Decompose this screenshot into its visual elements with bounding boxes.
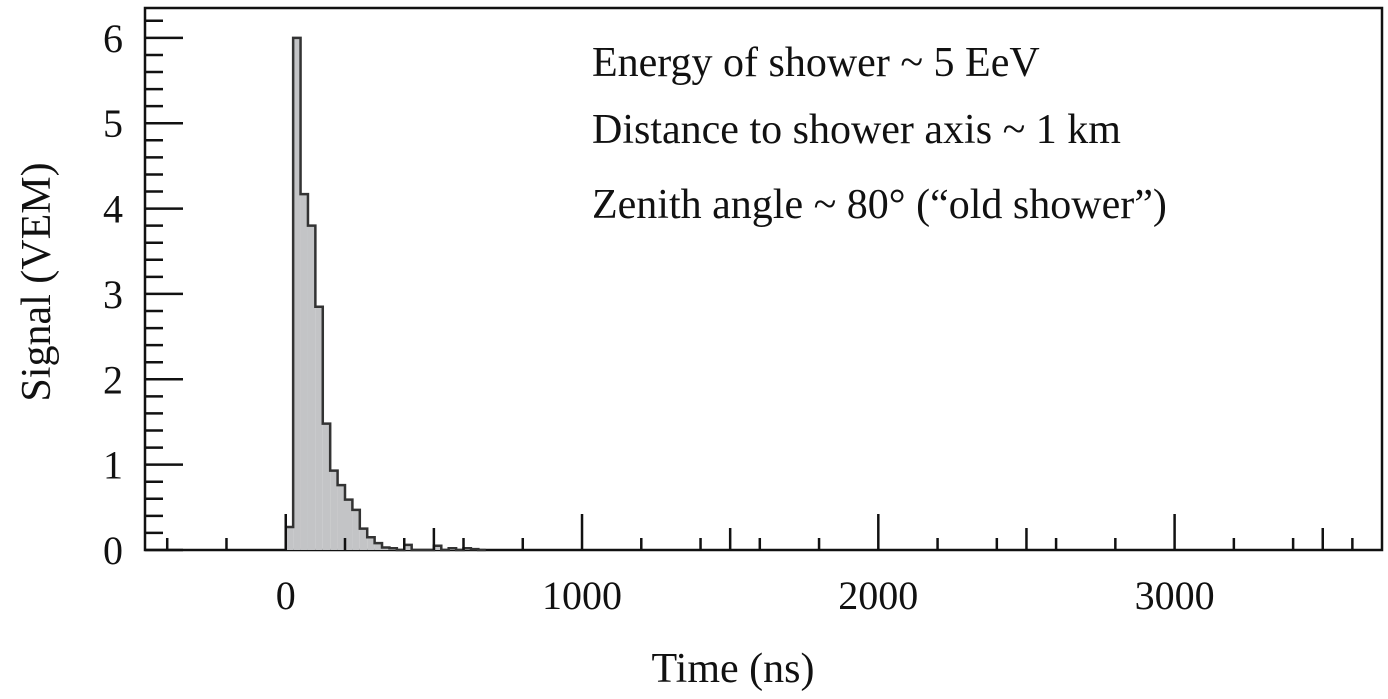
histogram-bar	[382, 547, 390, 550]
histogram-bar	[285, 526, 294, 550]
histogram-bars	[285, 37, 479, 550]
y-tick-label: 0	[103, 528, 123, 573]
x-tick-label: 1000	[542, 573, 622, 618]
histogram-bar	[374, 543, 383, 550]
annotation-zenith: Zenith angle ~ 80° (“old shower”)	[592, 182, 1167, 228]
histogram-bar	[359, 528, 368, 550]
x-tick-label: 2000	[838, 573, 918, 618]
histogram-bar	[315, 306, 323, 550]
plot-frame	[143, 6, 1384, 552]
x-axis-title: Time (ns)	[652, 646, 815, 692]
y-tick-label: 6	[103, 16, 123, 61]
x-tick-label: 3000	[1135, 573, 1215, 618]
histogram-outline	[284, 36, 486, 552]
y-tick-label: 1	[103, 443, 123, 488]
tick-labels: 0 1 2 3 4 5 6 0 1000 2000 3000	[103, 16, 1215, 618]
histogram-bar	[330, 470, 338, 550]
histogram-bar	[367, 537, 375, 550]
histogram-bar	[322, 423, 331, 550]
histogram-bar	[352, 509, 360, 550]
y-tick-label: 5	[103, 101, 123, 146]
histogram-bar	[337, 485, 345, 550]
annotation-distance: Distance to shower axis ~ 1 km	[592, 107, 1121, 153]
annotation-energy: Energy of shower ~ 5 EeV	[592, 40, 1040, 86]
histogram-bar	[300, 194, 308, 550]
y-tick-label: 4	[103, 187, 123, 232]
axes	[145, 19, 1354, 552]
histogram-bar	[344, 499, 353, 550]
histogram-bar	[404, 544, 412, 550]
histogram-bar	[307, 225, 316, 550]
histogram-bar	[433, 545, 442, 550]
histogram-bar	[293, 37, 301, 550]
y-tick-label: 2	[103, 357, 123, 402]
x-tick-label: 0	[276, 573, 296, 618]
y-axis-title: Signal (VEM)	[14, 162, 60, 401]
y-tick-label: 3	[103, 272, 123, 317]
